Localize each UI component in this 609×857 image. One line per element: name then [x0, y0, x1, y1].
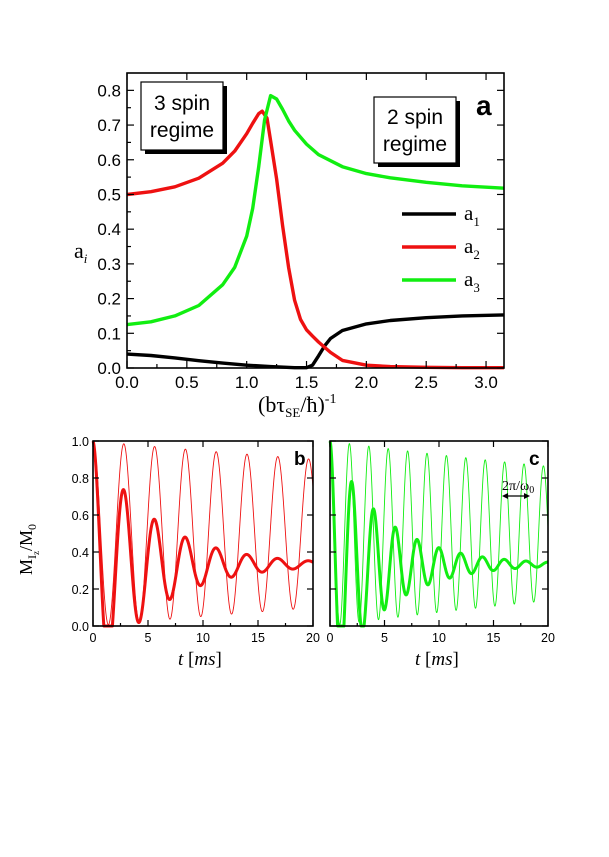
x-tick-label: 15	[251, 631, 265, 645]
y-tick-label: 0.4	[97, 220, 121, 239]
x-tick-label: 2.5	[414, 373, 438, 392]
period-annotation: 2π/ω0	[502, 479, 534, 496]
x-tick-label: 0	[90, 631, 97, 645]
panel-c-x-ticks: 0 5 10 15 20	[327, 441, 555, 645]
panel-a-legend: a1 a2 a3	[402, 201, 480, 295]
panel-b-label: b	[294, 449, 306, 470]
panel-b-ylabel: MIz/M0	[16, 524, 41, 575]
two-spin-line2: regime	[383, 133, 447, 156]
panel-b-frame	[92, 440, 314, 627]
y-tick-label: 0.2	[97, 290, 121, 309]
y-tick-label: 0.6	[72, 509, 89, 523]
x-tick-label: 5	[145, 631, 152, 645]
three-spin-line1: 3 spin	[154, 92, 210, 115]
panel-a-frame	[126, 72, 505, 369]
series-line-thin	[329, 440, 549, 626]
three-spin-line2: regime	[150, 119, 214, 142]
y-tick-label: 0.4	[72, 546, 89, 560]
x-tick-label: 20	[306, 631, 320, 645]
y-tick-label: 0.3	[97, 255, 121, 274]
series-line-thick	[328, 439, 550, 628]
x-tick-label: 15	[487, 631, 501, 645]
x-tick-label: 0	[327, 631, 334, 645]
x-tick-label: 3.0	[474, 373, 498, 392]
series-line-thin	[92, 440, 314, 626]
y-tick-label: 0.6	[97, 151, 121, 170]
series-line-a1	[126, 313, 505, 370]
panel-b-x-ticks: 0 5 10 15 20	[90, 441, 320, 645]
legend-label-a1: a1	[464, 201, 480, 229]
series-line-a2	[126, 109, 504, 370]
panel-a-x-ticks: 0.0 0.5 1.0 1.5 2.0 2.5 3.0	[115, 73, 498, 392]
y-tick-label: 0.0	[72, 620, 89, 634]
panel-b-xlabel: t [ms]	[178, 649, 222, 670]
period-arrow	[502, 493, 530, 499]
y-tick-label: 1.0	[72, 435, 89, 449]
y-tick-label: 0.5	[97, 185, 121, 204]
panel-c-y-ticks	[330, 440, 548, 627]
series-line-thick	[91, 439, 315, 628]
panel-a: 0.0 0.5 1.0 1.5 2.0 2.5 3.0 0.0 0.1 0.2 0.3 0.4 0.5…	[74, 72, 505, 420]
panel-c-label: c	[529, 449, 540, 470]
panel-c-series	[328, 439, 550, 628]
two-spin-line1: 2 spin	[387, 106, 443, 129]
x-tick-label: 1.5	[295, 373, 319, 392]
three-spin-regime-box	[140, 81, 224, 151]
x-tick-label: 0.5	[175, 373, 199, 392]
two-spin-regime-box	[373, 96, 457, 164]
x-tick-label: 1.0	[235, 373, 259, 392]
x-tick-label: 10	[432, 631, 446, 645]
x-tick-label: 5	[381, 631, 388, 645]
panel-a-y-ticks: 0.0 0.1 0.2 0.3 0.4 0.5 0.6 0.7 0.8	[97, 81, 504, 378]
panel-c: 0 5 10 15 20 c 2π/ω0 t [ms]	[327, 439, 555, 670]
legend-label-a3: a3	[464, 267, 480, 295]
x-tick-label: 2.0	[355, 373, 379, 392]
panel-b: 0 5 10 15 20 0.0 0.2 0.4 0.6 0.8 1.0 b MIz/M0 t […	[16, 435, 320, 670]
y-tick-label: 0.7	[97, 116, 121, 135]
legend-label-a2: a2	[464, 234, 480, 262]
y-tick-label: 0.8	[72, 472, 89, 486]
panel-b-y-ticks: 0.0 0.2 0.4 0.6 0.8 1.0	[72, 435, 313, 634]
x-tick-label: 0.0	[115, 373, 139, 392]
series-line-a3	[126, 93, 505, 327]
x-tick-label: 20	[541, 631, 555, 645]
x-tick-label: 10	[196, 631, 210, 645]
panel-a-ylabel: ai	[74, 238, 88, 266]
y-tick-label: 0.2	[72, 583, 89, 597]
y-tick-label: 0.1	[97, 324, 121, 343]
panel-a-xlabel: (bτSE/ħ)-1	[258, 392, 336, 420]
panel-a-series	[126, 93, 505, 370]
y-tick-label: 0.8	[97, 81, 121, 100]
panel-c-xlabel: t [ms]	[415, 649, 459, 670]
panel-b-series	[91, 439, 315, 628]
panel-a-label: a	[476, 90, 492, 121]
y-tick-label: 0.0	[97, 359, 121, 378]
